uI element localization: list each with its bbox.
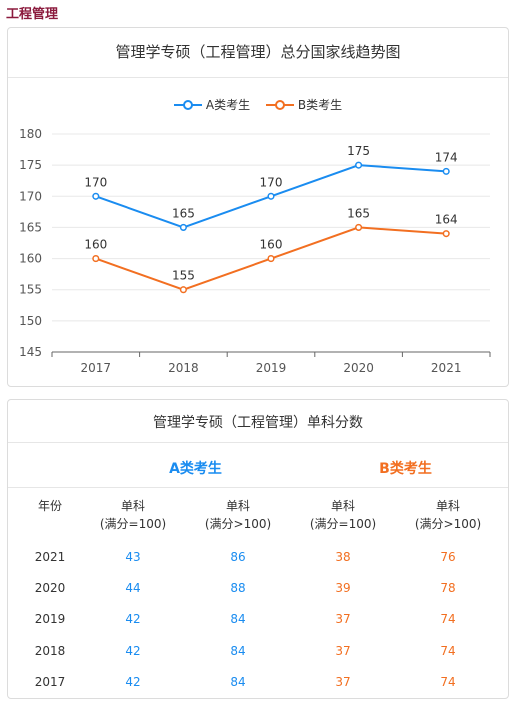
table-cell-score: 39 [335,581,351,595]
column-header-line2: (满分>100) [414,517,482,531]
x-tick-label: 2017 [81,361,112,375]
column-header-line1: 单科 [330,499,355,513]
table-cell-score: 37 [335,675,351,689]
table-cell-score: 43 [125,550,141,564]
data-point [92,192,100,200]
table-cell-score: 74 [440,675,456,689]
y-tick-label: 155 [19,283,42,297]
data-label: 155 [172,269,195,283]
column-header-line1: 单科 [435,499,460,513]
data-point [179,223,187,231]
data-label: 160 [260,238,283,252]
table-cell-year: 2017 [34,675,66,689]
page-title: 工程管理 [6,7,59,22]
trend-chart-card: 145 150 155 160 165 170 175 180 2017 2018 2019 2020… [7,27,509,387]
data-label: 164 [435,213,458,227]
column-header-score: 单科 (满分>100) [398,497,498,533]
table-cell-score: 74 [440,612,456,626]
table-cell-score: 38 [335,550,351,564]
table-cell-score: 78 [440,581,456,595]
y-tick-label: 170 [19,189,42,203]
table-cell-score: 88 [230,581,246,595]
table-cell-score: 74 [440,644,456,658]
table-cell-score: 84 [230,612,246,626]
table-cell-score: 37 [335,644,351,658]
column-header-score: 单科 (满分=100) [83,497,183,533]
column-header-year: 年份 [8,497,100,515]
table-cell-year: 2019 [34,612,66,626]
column-header-score: 单科 (满分>100) [188,497,288,533]
chart-title-divider [8,77,508,78]
table-cell-score: 86 [230,550,246,564]
data-point [92,255,100,263]
legend-label-b: B类考生 [297,98,343,112]
y-tick-label: 160 [19,252,42,266]
table-cell-score: 76 [440,550,456,564]
data-point [355,223,363,231]
data-label: 170 [260,175,283,189]
data-label: 174 [435,150,458,164]
table-cell-score: 42 [125,675,141,689]
trend-line-chart: 145 150 155 160 165 170 175 180 2017 2018 2019 2020… [19,127,491,375]
column-header-line1: 单科 [120,499,145,513]
table-cell-score: 84 [230,644,246,658]
x-tick-label: 2021 [431,361,462,375]
score-table-card: 管理学专硕（工程管理）单科分数 A类考生 B类考生 年份 单科 (满分=100) 单科… [7,399,509,699]
table-cell-score: 42 [125,644,141,658]
legend-label-a: A类考生 [205,98,251,112]
data-point [442,167,450,175]
column-header-line2: (满分=100) [309,517,377,531]
group-label-b: B类考生 [379,461,432,477]
legend-item-b[interactable]: B类考生 [265,96,343,113]
table-cell-year: 2018 [34,644,66,658]
data-point [267,255,275,263]
column-header-line1: 单科 [225,499,250,513]
table-title-divider [8,442,508,443]
column-header-score: 单科 (满分=100) [293,497,393,533]
data-label: 165 [347,206,370,220]
chart-legend: A类考生 B类考生 [8,96,508,114]
table-cell-score: 84 [230,675,246,689]
table-cell-year: 2020 [34,581,66,595]
legend-line-marker-icon [265,99,294,110]
data-label: 160 [84,238,107,252]
y-tick-label: 175 [19,158,42,172]
table-cell-score: 37 [335,612,351,626]
data-point [355,161,363,169]
x-tick-label: 2020 [343,361,374,375]
chart-title: 管理学专硕（工程管理）总分国家线趋势图 [115,43,401,61]
table-cell-year: 2021 [34,550,66,564]
table-title: 管理学专硕（工程管理）单科分数 [153,415,363,431]
column-header-line1: 年份 [37,499,62,513]
table-cell-score: 44 [125,581,141,595]
data-point [442,230,450,238]
y-tick-label: 180 [19,127,42,141]
data-point [179,286,187,294]
data-label: 165 [172,206,195,220]
data-label: 175 [347,144,370,158]
y-tick-label: 145 [19,345,42,359]
y-tick-label: 165 [19,220,42,234]
legend-item-a[interactable]: A类考生 [173,96,251,113]
x-tick-label: 2018 [168,361,199,375]
table-cell-score: 42 [125,612,141,626]
legend-line-marker-icon [173,99,202,110]
y-tick-label: 150 [19,314,42,328]
column-header-line2: (满分=100) [99,517,167,531]
data-point [267,192,275,200]
group-label-a: A类考生 [169,461,222,477]
group-divider [8,487,508,488]
x-tick-label: 2019 [256,361,287,375]
data-label: 170 [84,175,107,189]
column-header-line2: (满分>100) [204,517,272,531]
